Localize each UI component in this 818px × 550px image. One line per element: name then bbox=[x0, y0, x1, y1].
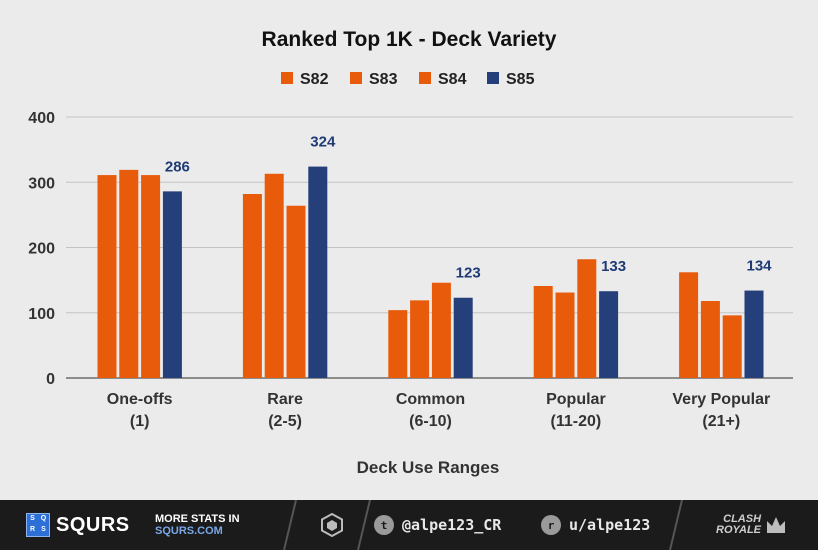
clash-royale-logo: CLASH ROYALE bbox=[716, 500, 787, 550]
twitter-icon: t bbox=[374, 515, 394, 535]
legend-label: S85 bbox=[506, 71, 535, 88]
y-axis-ticks: 0 100 200 300 400 bbox=[28, 110, 55, 388]
bar-s83 bbox=[119, 169, 139, 378]
data-label: 286 bbox=[165, 158, 190, 175]
bar-s82 bbox=[97, 175, 117, 378]
y-tick-label: 0 bbox=[46, 371, 55, 388]
x-category-label: Popular bbox=[546, 391, 606, 408]
bar-s82 bbox=[388, 310, 408, 378]
x-category-label: Common bbox=[396, 391, 465, 408]
x-category-label: (1) bbox=[130, 413, 150, 430]
brand-name: SQURS bbox=[56, 513, 130, 536]
x-category-label: (11-20) bbox=[551, 413, 602, 430]
x-axis-categories: One-offs (1) Rare (2-5) Common (6-10) Popular (… bbox=[107, 391, 770, 430]
bar-s83 bbox=[264, 173, 284, 378]
y-tick-label: 400 bbox=[28, 110, 55, 127]
chart-title: Ranked Top 1K - Deck Variety bbox=[262, 28, 557, 51]
reddit-icon: r bbox=[541, 515, 561, 535]
legend-swatch bbox=[487, 72, 499, 84]
game-logo-line1: CLASH bbox=[723, 513, 762, 525]
reddit-handle: u/alpe123 bbox=[569, 516, 651, 534]
y-tick-label: 300 bbox=[28, 175, 55, 192]
bar-s84 bbox=[286, 205, 306, 378]
x-category-label: (2-5) bbox=[268, 413, 302, 430]
bar-s82 bbox=[242, 193, 262, 378]
legend: S82 S83 S84 S85 bbox=[281, 71, 535, 88]
site-url: SQURS.COM bbox=[155, 525, 223, 537]
bar-s85 bbox=[744, 290, 764, 378]
x-category-label: Very Popular bbox=[672, 391, 770, 408]
bar-s85 bbox=[162, 191, 182, 378]
data-labels: 286 324 123 133 134 bbox=[165, 134, 772, 282]
bar-s82 bbox=[679, 272, 699, 378]
data-label: 133 bbox=[601, 258, 626, 275]
bar-s82 bbox=[533, 285, 553, 378]
deck-variety-chart: Ranked Top 1K - Deck Variety S82 S83 S84 S8… bbox=[28, 28, 793, 477]
reddit-link[interactable]: r u/alpe123 bbox=[541, 500, 650, 550]
bar-s84 bbox=[141, 175, 161, 378]
data-label: 123 bbox=[456, 265, 481, 282]
twitter-handle: @alpe123_CR bbox=[402, 516, 502, 534]
x-category-label: Rare bbox=[267, 391, 303, 408]
legend-swatch bbox=[281, 72, 293, 84]
divider bbox=[283, 500, 297, 550]
game-logo-line2: ROYALE bbox=[716, 524, 762, 536]
bar-s84 bbox=[577, 259, 597, 378]
crown-icon bbox=[767, 517, 786, 533]
legend-label: S84 bbox=[438, 71, 467, 88]
data-label: 324 bbox=[310, 134, 336, 151]
divider bbox=[669, 500, 683, 550]
bar-s83 bbox=[410, 300, 430, 378]
bar-s85 bbox=[599, 291, 619, 378]
legend-label: S83 bbox=[369, 71, 398, 88]
bar-s83 bbox=[555, 292, 575, 378]
data-label: 134 bbox=[746, 258, 772, 275]
game-icon bbox=[320, 500, 344, 550]
bar-s83 bbox=[700, 301, 720, 378]
twitter-link[interactable]: t @alpe123_CR bbox=[374, 500, 501, 550]
x-category-label: One-offs bbox=[107, 391, 173, 408]
bar-s84 bbox=[431, 282, 451, 378]
legend-swatch bbox=[350, 72, 362, 84]
x-category-label: (21+) bbox=[702, 413, 740, 430]
x-axis-title: Deck Use Ranges bbox=[357, 458, 500, 477]
more-stats-line: MORE STATS IN bbox=[155, 513, 240, 525]
bars bbox=[97, 166, 764, 378]
bar-s85 bbox=[308, 166, 328, 378]
legend-swatch bbox=[419, 72, 431, 84]
y-tick-label: 100 bbox=[28, 306, 55, 323]
y-tick-label: 200 bbox=[28, 241, 55, 258]
bar-s84 bbox=[722, 315, 742, 378]
more-stats-link[interactable]: MORE STATS IN SQURS.COM bbox=[155, 500, 240, 550]
divider bbox=[357, 500, 371, 550]
bar-s85 bbox=[453, 297, 473, 378]
legend-label: S82 bbox=[300, 71, 329, 88]
gridlines bbox=[66, 116, 793, 379]
x-category-label: (6-10) bbox=[409, 413, 452, 430]
